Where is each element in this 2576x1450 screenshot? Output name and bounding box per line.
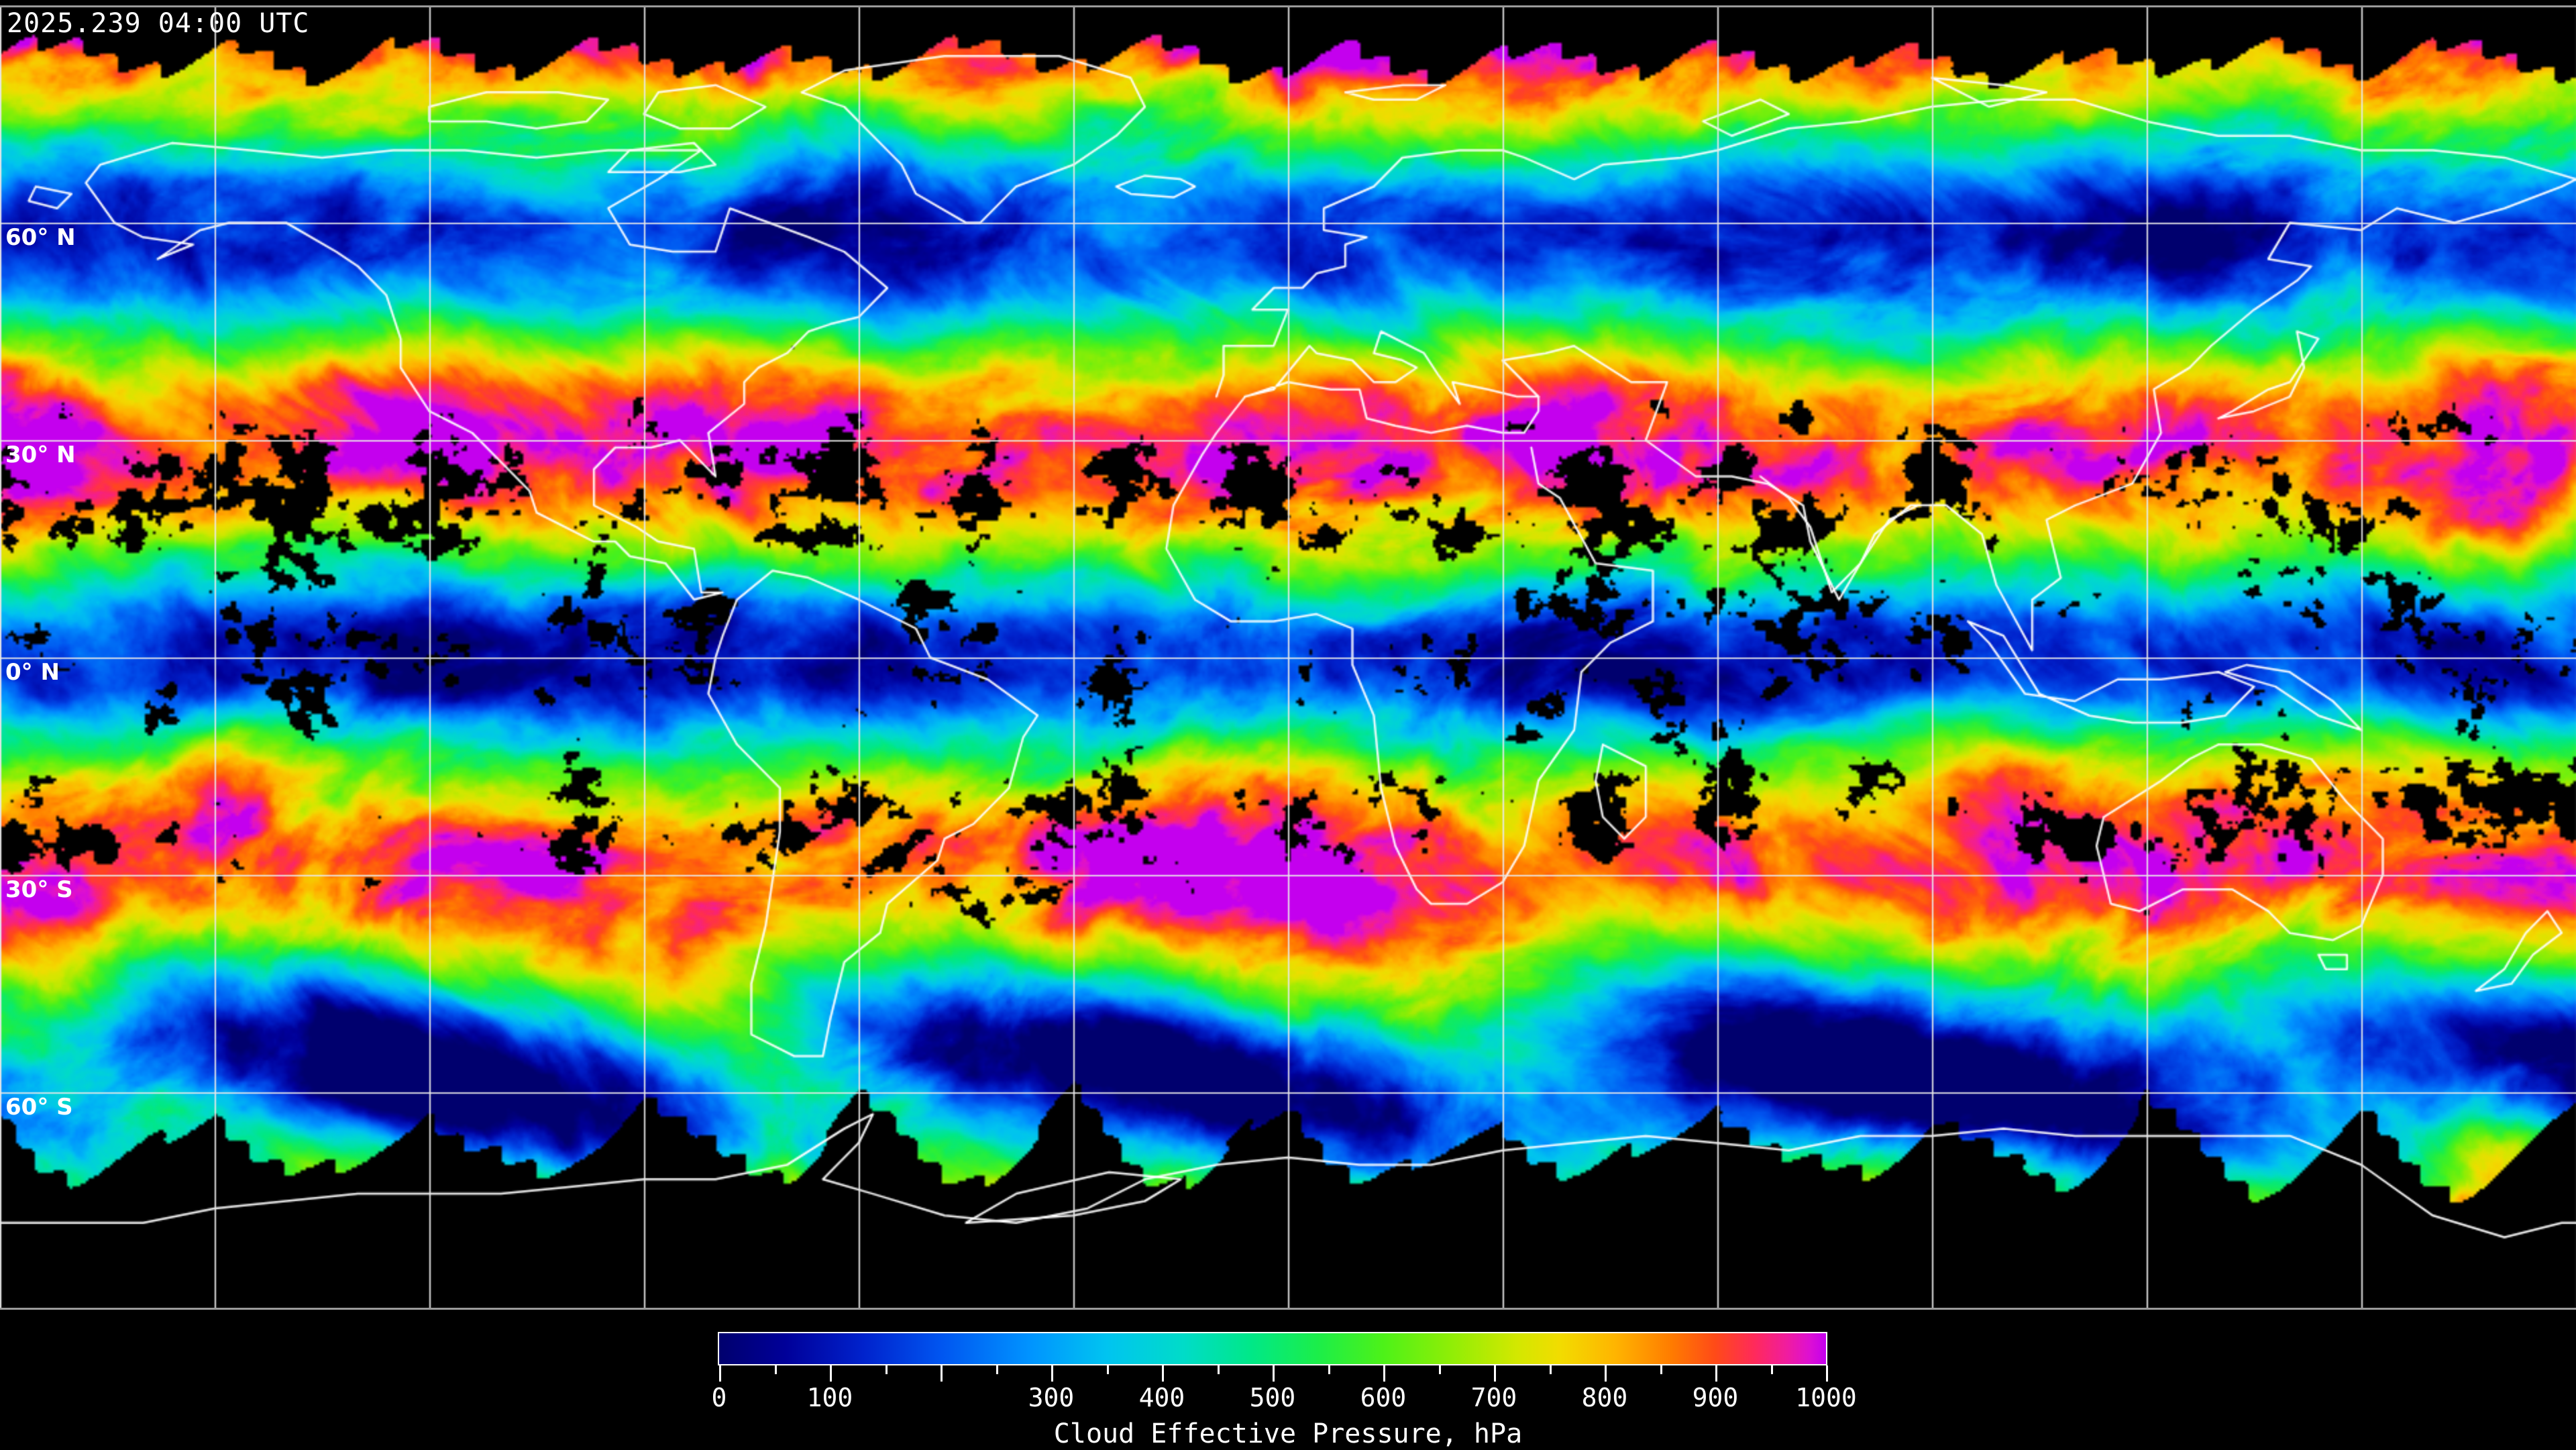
colorbar-tick-minor [774, 1365, 777, 1374]
lat-label-60s: 60° S [5, 1094, 73, 1121]
colorbar-tick-minor [1106, 1365, 1109, 1374]
colorbar-tick-minor [885, 1365, 888, 1374]
colorbar-tick-minor [996, 1365, 998, 1374]
colorbar-ticks [718, 1365, 1828, 1383]
lat-label-30s: 30° S [5, 876, 73, 903]
colorbar-tick-labels: 0 100 300 400 500 600 700 800 900 1000 [712, 1383, 1857, 1412]
colorbar-tick-minor [1217, 1365, 1220, 1374]
map-border-top [0, 5, 2576, 7]
colorbar-tick-label: 700 [1470, 1383, 1517, 1412]
colorbar-tick-label: 800 [1581, 1383, 1628, 1412]
colorbar-tick-label: 500 [1249, 1383, 1296, 1412]
graticule-overlay [0, 5, 2576, 1310]
colorbar-tick-label: 400 [1138, 1383, 1185, 1412]
colorbar-title: Cloud Effective Pressure, hPa [1053, 1418, 1523, 1449]
lat-label-0: 0° N [5, 659, 60, 686]
colorbar-tick-major [1383, 1365, 1385, 1382]
colorbar-tick-major [941, 1365, 943, 1382]
lat-label-30n: 30° N [5, 442, 76, 468]
colorbar-tick-major [719, 1365, 721, 1382]
colorbar-tick-minor [1770, 1365, 1773, 1374]
colorbar-gradient [718, 1332, 1827, 1365]
colorbar-tick-major [1162, 1365, 1164, 1382]
colorbar-tick-minor [1660, 1365, 1662, 1374]
colorbar-tick-label: 900 [1692, 1383, 1739, 1412]
lat-label-60n: 60° N [5, 224, 76, 251]
colorbar-tick-major [1715, 1365, 1717, 1382]
colorbar-tick-minor [1438, 1365, 1441, 1374]
colorbar-tick-major [1605, 1365, 1607, 1382]
colorbar-tick-minor [1549, 1365, 1552, 1374]
colorbar-tick-label: 300 [1028, 1383, 1075, 1412]
colorbar-tick-label: 100 [806, 1383, 853, 1412]
map-border-bottom [0, 1308, 2576, 1310]
colorbar-tick-major [1826, 1365, 1828, 1382]
colorbar-tick-label: 1000 [1795, 1383, 1857, 1412]
colorbar-tick-label: 600 [1360, 1383, 1407, 1412]
colorbar-tick-major [1494, 1365, 1496, 1382]
colorbar-tick-label: 0 [711, 1383, 727, 1412]
colorbar-tick-major [1273, 1365, 1275, 1382]
timestamp-label: 2025.239 04:00 UTC [7, 8, 310, 39]
colorbar-tick-minor [1328, 1365, 1330, 1374]
colorbar-tick-major [830, 1365, 832, 1382]
map-panel: 2025.239 04:00 UTC 60° N 30° N 0° N 30° … [0, 5, 2576, 1310]
colorbar-tick-major [1051, 1365, 1053, 1382]
colorbar-block: 0 100 300 400 500 600 700 800 900 1000 Cloud Effe… [0, 1332, 2576, 1449]
